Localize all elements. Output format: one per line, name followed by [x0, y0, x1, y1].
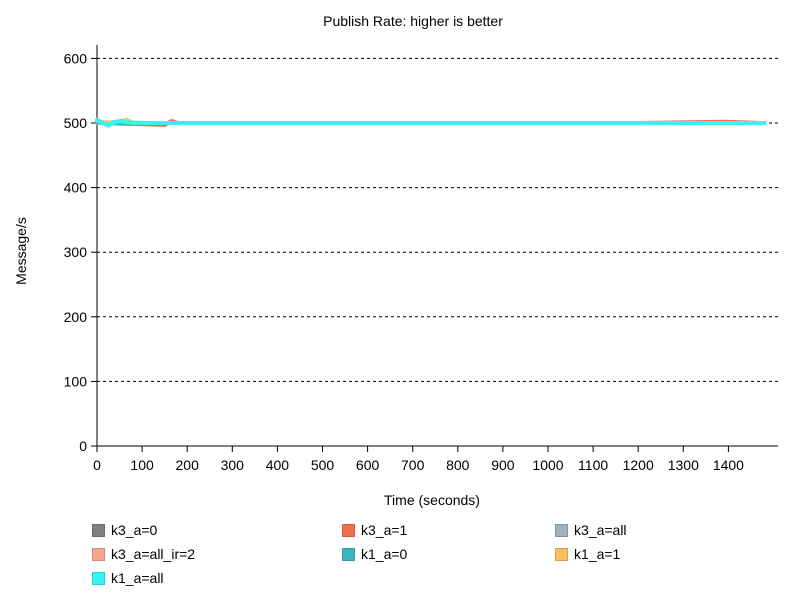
legend-swatch	[92, 523, 105, 537]
x-tick-label: 700	[401, 457, 425, 473]
legend-item: k1_a=1	[555, 546, 620, 562]
legend-swatch	[92, 547, 105, 561]
legend-item: k1_a=all	[92, 570, 164, 586]
x-tick-label: 1400	[713, 457, 744, 473]
y-tick-label: 0	[79, 438, 87, 454]
x-tick-label: 100	[130, 457, 154, 473]
y-tick-label: 500	[64, 115, 88, 131]
legend-swatch	[342, 547, 355, 561]
x-tick-label: 1200	[623, 457, 654, 473]
y-tick-label: 200	[64, 309, 88, 325]
legend-item: k3_a=all_ir=2	[92, 546, 195, 562]
legend-label: k3_a=all	[574, 522, 627, 538]
y-tick-label: 600	[64, 50, 88, 66]
chart-title: Publish Rate: higher is better	[323, 13, 503, 29]
legend-label: k3_a=1	[361, 522, 408, 538]
y-tick-label: 300	[64, 244, 88, 260]
legend-item: k1_a=0	[342, 546, 407, 562]
legend-item: k3_a=1	[342, 522, 407, 538]
series-layer	[95, 117, 767, 128]
legend-label: k1_a=0	[361, 546, 408, 562]
legend-swatch	[92, 571, 105, 585]
x-tick-label: 500	[311, 457, 335, 473]
axes: 0 100 200 300 400 500 600 0 100 200 300 400 500 600 70…	[64, 45, 778, 473]
legend-label: k1_a=1	[574, 546, 621, 562]
x-tick-label: 0	[93, 457, 101, 473]
y-tick-label: 400	[64, 180, 88, 196]
legend-swatch	[342, 523, 355, 537]
x-tick-label: 1100	[578, 457, 608, 473]
x-tick-label: 600	[356, 457, 380, 473]
legend-swatch	[555, 547, 568, 561]
x-tick-label: 200	[176, 457, 200, 473]
legend-label: k3_a=0	[111, 522, 158, 538]
series-line	[95, 117, 767, 128]
x-tick-label: 800	[446, 457, 470, 473]
legend-swatch	[555, 523, 568, 537]
x-axis-label: Time (seconds)	[384, 492, 480, 508]
y-tick-label: 100	[64, 373, 88, 389]
grid	[97, 57, 778, 382]
x-tick-label: 1000	[532, 457, 563, 473]
legend-item: k3_a=0	[92, 522, 157, 538]
legend-label: k1_a=all	[111, 570, 164, 586]
legend-label: k3_a=all_ir=2	[111, 546, 196, 562]
x-tick-label: 1300	[668, 457, 699, 473]
x-tick-label: 300	[221, 457, 245, 473]
legend-item: k3_a=all	[555, 522, 627, 538]
y-axis-label: Message/s	[13, 217, 29, 285]
x-tick-label: 400	[266, 457, 290, 473]
x-tick-label: 900	[491, 457, 515, 473]
